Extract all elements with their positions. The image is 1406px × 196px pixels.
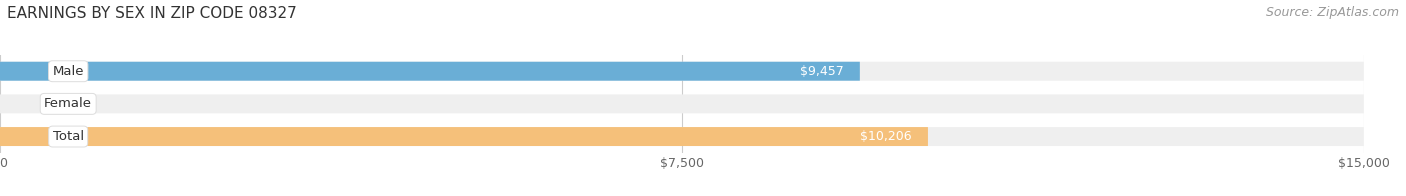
Text: Total: Total [52, 130, 84, 143]
Text: EARNINGS BY SEX IN ZIP CODE 08327: EARNINGS BY SEX IN ZIP CODE 08327 [7, 6, 297, 21]
FancyBboxPatch shape [0, 94, 1364, 113]
FancyBboxPatch shape [0, 62, 860, 81]
Text: Source: ZipAtlas.com: Source: ZipAtlas.com [1265, 6, 1399, 19]
Text: $0: $0 [63, 97, 80, 110]
FancyBboxPatch shape [0, 62, 1364, 81]
Text: $10,206: $10,206 [860, 130, 911, 143]
FancyBboxPatch shape [0, 127, 1364, 146]
FancyBboxPatch shape [0, 127, 928, 146]
Text: Female: Female [44, 97, 93, 110]
Text: $9,457: $9,457 [800, 65, 844, 78]
Text: Male: Male [52, 65, 84, 78]
